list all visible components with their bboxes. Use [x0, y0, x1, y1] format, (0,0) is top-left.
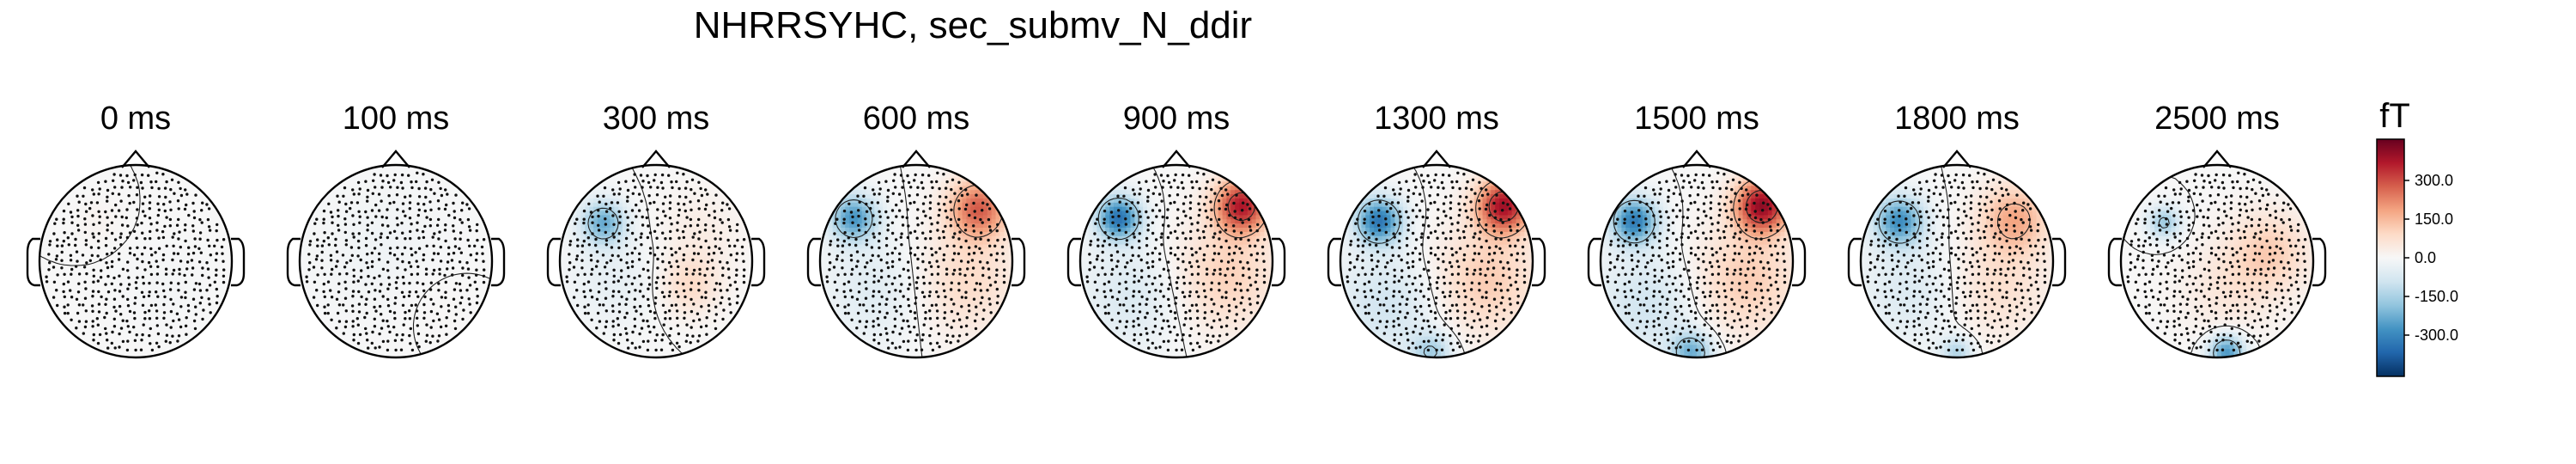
nose-outline: [1422, 150, 1451, 168]
right-ear-outline: [1792, 237, 1807, 287]
left-ear-outline: [26, 237, 40, 287]
sensor-dots: [565, 171, 746, 352]
right-ear-outline: [751, 237, 766, 287]
nose-outline: [1942, 150, 1971, 168]
nose-outline: [641, 150, 671, 168]
head-outline: [38, 163, 234, 359]
colorbar-unit-label: fT: [2379, 97, 2410, 135]
topomap-panel: 300 ms: [546, 101, 766, 359]
head-outline: [1078, 163, 1274, 359]
topomap-panel: 900 ms: [1066, 101, 1286, 359]
head-outline: [298, 163, 494, 359]
panel-time-label: 300 ms: [603, 101, 710, 137]
topomap-panel: 2500 ms: [2107, 101, 2327, 359]
sensor-dots: [1346, 171, 1527, 352]
right-ear-outline: [1012, 237, 1026, 287]
left-ear-outline: [1847, 237, 1862, 287]
colorbar-tick-label: 150.0: [2415, 211, 2453, 228]
left-ear-outline: [546, 237, 561, 287]
left-ear-outline: [286, 237, 301, 287]
topomap-panel: 1800 ms: [1847, 101, 2067, 359]
colorbar-tick-label: -150.0: [2415, 288, 2458, 305]
right-ear-outline: [2312, 237, 2327, 287]
right-ear-outline: [231, 237, 246, 287]
head-outline: [1859, 163, 2055, 359]
panel-time-label: 600 ms: [863, 101, 970, 137]
colorbar-tick-label: 300.0: [2415, 172, 2453, 189]
figure-title: NHRRSYHC, sec_submv_N_ddir: [694, 4, 1252, 46]
right-ear-outline: [491, 237, 506, 287]
nose-outline: [902, 150, 931, 168]
left-ear-outline: [1066, 237, 1081, 287]
sensor-dots: [305, 171, 486, 352]
topomap-panel: 0 ms: [26, 101, 246, 359]
head-outline: [1339, 163, 1534, 359]
panel-time-label: 1800 ms: [1894, 101, 2020, 137]
head-outline: [1599, 163, 1795, 359]
panel-time-label: 2500 ms: [2154, 101, 2280, 137]
topomap-panel: 100 ms: [286, 101, 506, 359]
right-ear-outline: [1272, 237, 1286, 287]
sensor-dots: [45, 171, 226, 352]
topomap-panel: 600 ms: [806, 101, 1026, 359]
sensor-dots: [825, 171, 1006, 352]
sensor-dots: [1085, 171, 1267, 352]
head-outline: [818, 163, 1014, 359]
colorbar-tick-label: -300.0: [2415, 327, 2458, 344]
topomap-panel: 1500 ms: [1587, 101, 1807, 359]
colorbar: fT 300.0 150.0 0.0 -150.0 -300.0: [2376, 97, 2458, 377]
head-outline: [2119, 163, 2315, 359]
left-ear-outline: [1327, 237, 1341, 287]
left-ear-outline: [806, 237, 821, 287]
sensor-dots: [1606, 171, 1787, 352]
nose-outline: [2202, 150, 2232, 168]
panel-time-label: 1500 ms: [1634, 101, 1759, 137]
colorbar-gradient: [2376, 138, 2405, 377]
panel-time-label: 1300 ms: [1374, 101, 1499, 137]
sensor-dots: [2126, 171, 2307, 352]
colorbar-tick-label: 0.0: [2415, 249, 2436, 266]
right-ear-outline: [2052, 237, 2067, 287]
nose-outline: [381, 150, 410, 168]
nose-outline: [121, 150, 150, 168]
contour-lines: [1613, 165, 1791, 357]
panel-time-label: 0 ms: [100, 101, 171, 137]
panel-time-label: 100 ms: [343, 101, 450, 137]
left-ear-outline: [2107, 237, 2122, 287]
sensor-dots: [1866, 171, 2047, 352]
panel-time-label: 900 ms: [1123, 101, 1230, 137]
nose-outline: [1162, 150, 1191, 168]
left-ear-outline: [1587, 237, 1601, 287]
head-outline: [558, 163, 754, 359]
right-ear-outline: [1532, 237, 1546, 287]
topomap-panels: 0 ms 100 ms 300 ms 600 ms 900 ms 1300 ms 1500 …: [26, 101, 2327, 359]
topomap-panel: 1300 ms: [1327, 101, 1546, 359]
nose-outline: [1682, 150, 1711, 168]
